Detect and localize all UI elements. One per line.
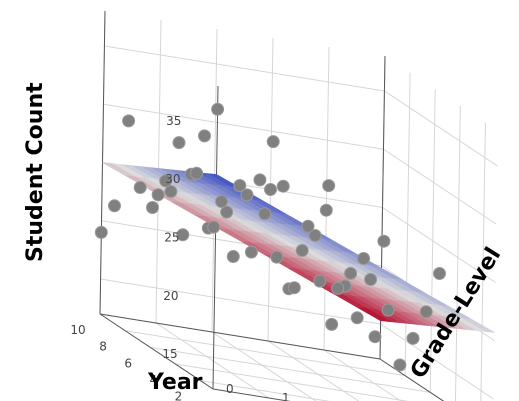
data-point: [172, 136, 186, 150]
grid-line: [384, 90, 498, 167]
data-point: [94, 225, 108, 239]
data-point: [381, 303, 395, 317]
x-tick-label: 10: [70, 323, 85, 337]
data-point: [331, 281, 345, 295]
x-tick-label: 8: [99, 340, 107, 354]
data-point: [325, 317, 339, 331]
data-point: [364, 273, 378, 286]
data-point: [377, 234, 391, 248]
data-point: [350, 311, 364, 325]
data-point: [287, 281, 301, 295]
grid-line: [175, 363, 409, 401]
z-tick-label: 35: [166, 114, 181, 128]
points-layer: [94, 102, 446, 372]
data-point: [319, 203, 333, 217]
data-point: [313, 274, 327, 288]
grid-line: [382, 207, 496, 283]
data-point: [276, 179, 290, 193]
data-point: [419, 305, 433, 319]
axis-edge: [99, 313, 381, 360]
data-point: [244, 245, 258, 259]
grid-line: [150, 346, 431, 393]
grid-line: [267, 340, 360, 401]
z-axis-title: Student Count: [23, 82, 48, 262]
data-point: [322, 179, 336, 193]
data-point: [220, 205, 234, 219]
y-tick-label: 1: [282, 391, 290, 401]
data-point: [308, 229, 322, 242]
x-tick-label: 2: [175, 390, 183, 401]
data-point: [393, 358, 407, 372]
data-point: [215, 195, 228, 208]
data-point: [108, 199, 121, 213]
x-axis-title: Year: [147, 370, 203, 395]
data-point: [164, 185, 178, 198]
axis-edge: [212, 388, 291, 401]
data-point: [122, 114, 136, 128]
grid-line: [125, 330, 406, 377]
data-point: [151, 188, 165, 202]
data-point: [207, 220, 221, 234]
data-point: [258, 207, 272, 221]
regression-plane: [102, 162, 495, 333]
grid-line: [103, 103, 384, 150]
grid-line: [380, 323, 494, 400]
data-point: [176, 228, 190, 242]
data-point: [295, 244, 309, 257]
data-point: [253, 173, 267, 187]
data-point: [264, 183, 277, 196]
z-tick-label: 15: [162, 347, 177, 361]
data-point: [146, 201, 159, 214]
data-point: [226, 250, 240, 263]
data-point: [211, 102, 225, 116]
data-point: [344, 266, 358, 280]
grid-line: [211, 331, 317, 401]
data-point: [357, 252, 371, 265]
data-point: [159, 174, 173, 188]
grid-line: [104, 45, 385, 92]
data-point: [198, 129, 211, 143]
data-point: [190, 166, 204, 180]
x-tick-label: 4: [149, 373, 157, 387]
plane-cell: [357, 307, 391, 322]
data-point: [433, 267, 446, 280]
grid-line: [323, 349, 402, 401]
grid-line: [100, 278, 381, 325]
data-point: [233, 179, 247, 192]
axis-edge: [99, 313, 214, 390]
grid-line: [454, 105, 461, 401]
data-point: [266, 135, 280, 149]
x-tick-label: 6: [124, 356, 132, 370]
data-point: [301, 219, 315, 233]
z-tick-label: 25: [164, 231, 179, 245]
data-point: [270, 250, 284, 264]
ticks-layer: 1520253035246810012345: [70, 114, 345, 401]
y-tick-label: 0: [226, 382, 234, 396]
axis-edge: [212, 85, 219, 390]
axis-edge: [379, 358, 445, 401]
z-tick-label: 20: [163, 289, 178, 303]
grid-line: [200, 380, 331, 401]
data-point: [133, 181, 147, 194]
grid-line: [155, 322, 270, 399]
data-point: [368, 330, 382, 344]
z-tick-label: 30: [165, 172, 180, 186]
data-point: [406, 331, 420, 345]
grid-line: [383, 148, 497, 225]
data-point: [240, 188, 254, 202]
